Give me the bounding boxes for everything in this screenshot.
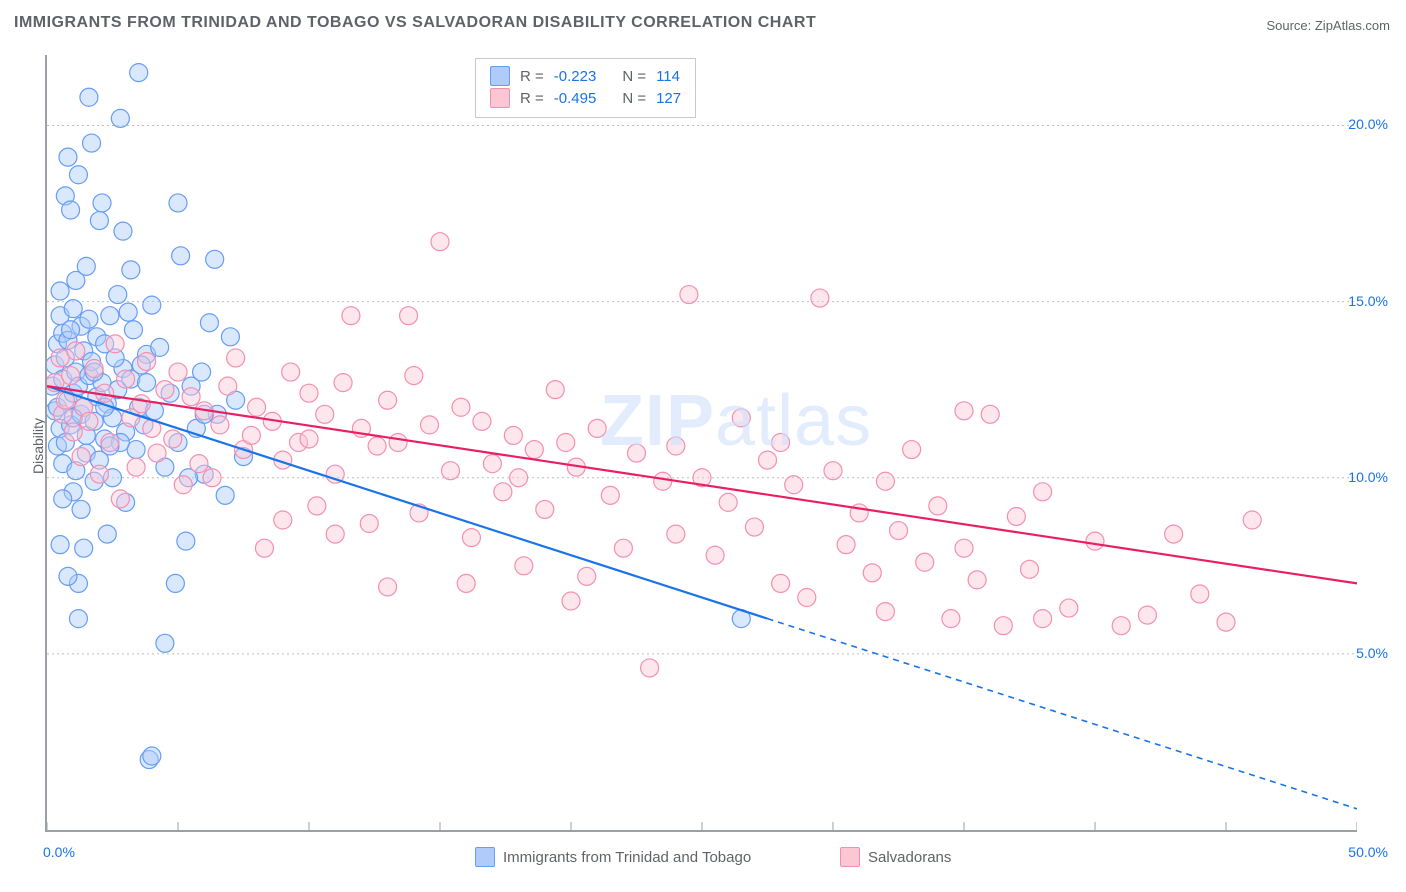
n-label: N =: [622, 68, 646, 85]
swatch-trinidad: [490, 66, 510, 86]
correlation-box: R = -0.223 N = 114 R = -0.495 N = 127: [475, 58, 696, 118]
n-value-salvadoran[interactable]: 127: [656, 90, 681, 107]
legend-salvadoran: Salvadorans: [840, 847, 951, 867]
source-name: ZipAtlas.com: [1315, 18, 1390, 33]
chart-container: IMMIGRANTS FROM TRINIDAD AND TOBAGO VS S…: [0, 0, 1406, 892]
corr-row-salvadoran: R = -0.495 N = 127: [490, 87, 681, 109]
legend-trinidad: Immigrants from Trinidad and Tobago: [475, 847, 751, 867]
x-tick-label: 50.0%: [1348, 844, 1388, 860]
r-label: R =: [520, 90, 544, 107]
n-value-trinidad[interactable]: 114: [656, 68, 680, 85]
x-tick-label: 0.0%: [43, 844, 75, 860]
corr-row-trinidad: R = -0.223 N = 114: [490, 65, 681, 87]
series-salvadoran: [46, 233, 1261, 677]
swatch-trinidad-bottom: [475, 847, 495, 867]
swatch-salvadoran: [490, 88, 510, 108]
source-attribution: Source: ZipAtlas.com: [1266, 18, 1390, 33]
y-axis-label: Disability: [30, 418, 46, 474]
y-tick-label: 5.0%: [1356, 645, 1388, 661]
source-prefix: Source:: [1266, 18, 1314, 33]
y-tick-label: 10.0%: [1348, 469, 1388, 485]
scatter-plot: [45, 55, 1357, 832]
legend-label-salvadoran: Salvadorans: [868, 849, 951, 866]
r-value-trinidad[interactable]: -0.223: [554, 68, 597, 85]
y-tick-label: 15.0%: [1348, 293, 1388, 309]
r-label: R =: [520, 68, 544, 85]
r-value-salvadoran[interactable]: -0.495: [554, 90, 597, 107]
y-tick-label: 20.0%: [1348, 116, 1388, 132]
n-label: N =: [622, 90, 646, 107]
chart-title: IMMIGRANTS FROM TRINIDAD AND TOBAGO VS S…: [14, 14, 816, 32]
legend-label-trinidad: Immigrants from Trinidad and Tobago: [503, 849, 751, 866]
swatch-salvadoran-bottom: [840, 847, 860, 867]
